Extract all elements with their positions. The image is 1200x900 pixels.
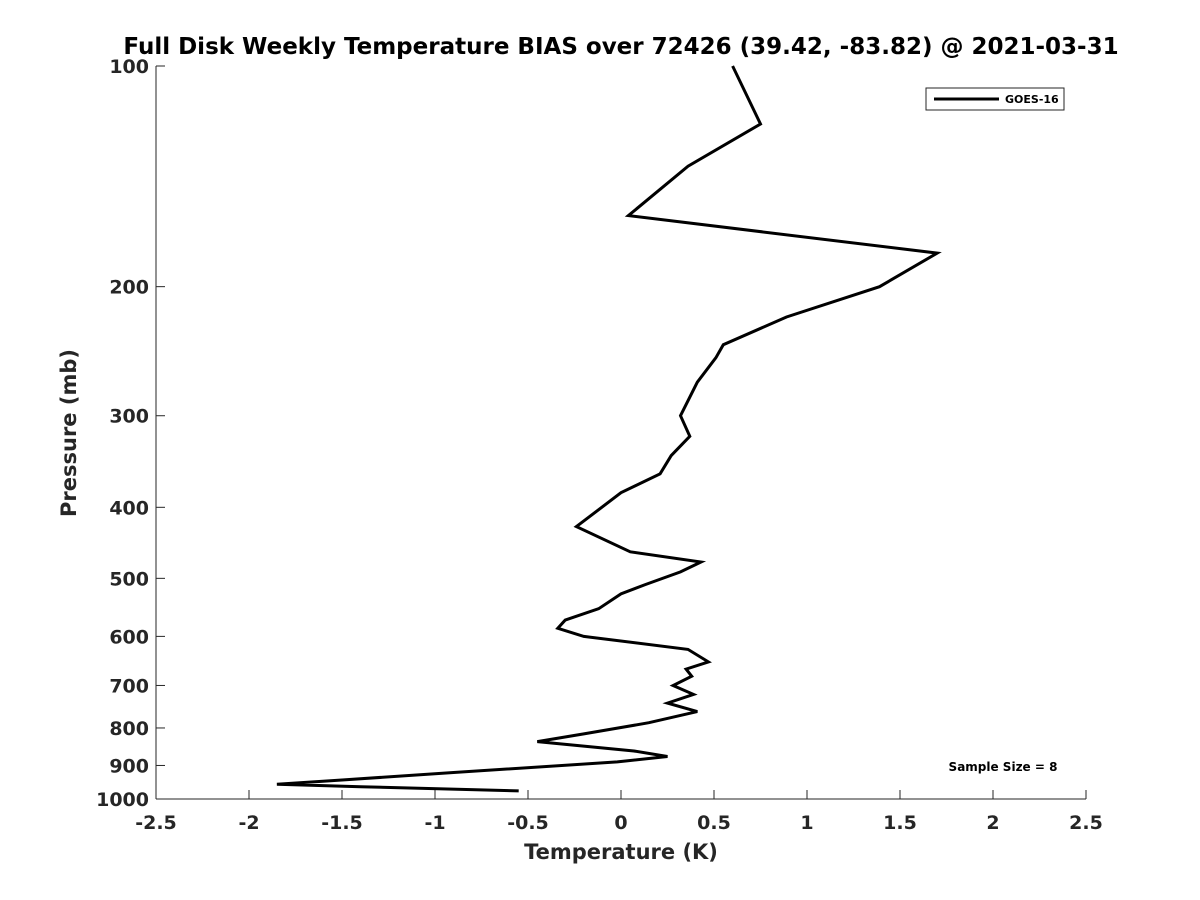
y-tick-label: 200 bbox=[109, 277, 149, 299]
y-tick-label: 800 bbox=[109, 718, 149, 740]
chart-title: Full Disk Weekly Temperature BIAS over 7… bbox=[123, 34, 1118, 60]
y-tick-label: 600 bbox=[109, 626, 149, 648]
y-tick-label: 300 bbox=[109, 406, 149, 428]
y-tick-label: 100 bbox=[109, 56, 149, 78]
y-axis-label: Pressure (mb) bbox=[57, 349, 81, 517]
x-tick-label: -1.5 bbox=[321, 812, 363, 834]
x-tick-label: 1.5 bbox=[883, 812, 917, 834]
x-tick-label: 2 bbox=[986, 812, 999, 834]
plot-area bbox=[155, 66, 1086, 800]
x-tick-label: 2.5 bbox=[1069, 812, 1103, 834]
x-tick-label: -2 bbox=[238, 812, 259, 834]
sample-size-annotation: Sample Size = 8 bbox=[949, 760, 1058, 774]
legend-label-goes-16: GOES-16 bbox=[1005, 93, 1059, 106]
axes-frame bbox=[156, 66, 1086, 799]
x-tick-label: -1 bbox=[424, 812, 445, 834]
x-axis-label: Temperature (K) bbox=[524, 840, 718, 864]
x-tick-label: 0 bbox=[614, 812, 627, 834]
x-tick-label: -2.5 bbox=[135, 812, 177, 834]
x-tick-label: 0.5 bbox=[697, 812, 731, 834]
y-tick-label: 1000 bbox=[96, 789, 149, 811]
x-ticks: -2.5 -2 -1.5 -1 -0.5 0 0.5 1 1.5 2 2.5 bbox=[135, 790, 1103, 834]
y-tick-label: 900 bbox=[109, 755, 149, 777]
x-tick-label: 1 bbox=[800, 812, 813, 834]
y-tick-label: 500 bbox=[109, 568, 149, 590]
series-line-goes-16 bbox=[276, 65, 942, 793]
x-tick-label: -0.5 bbox=[507, 812, 549, 834]
legend: GOES-16 bbox=[925, 87, 1065, 111]
y-tick-label: 400 bbox=[109, 497, 149, 519]
y-tick-label: 700 bbox=[109, 675, 149, 697]
y-ticks: 100 200 300 400 500 600 700 800 900 1000 bbox=[96, 56, 165, 811]
